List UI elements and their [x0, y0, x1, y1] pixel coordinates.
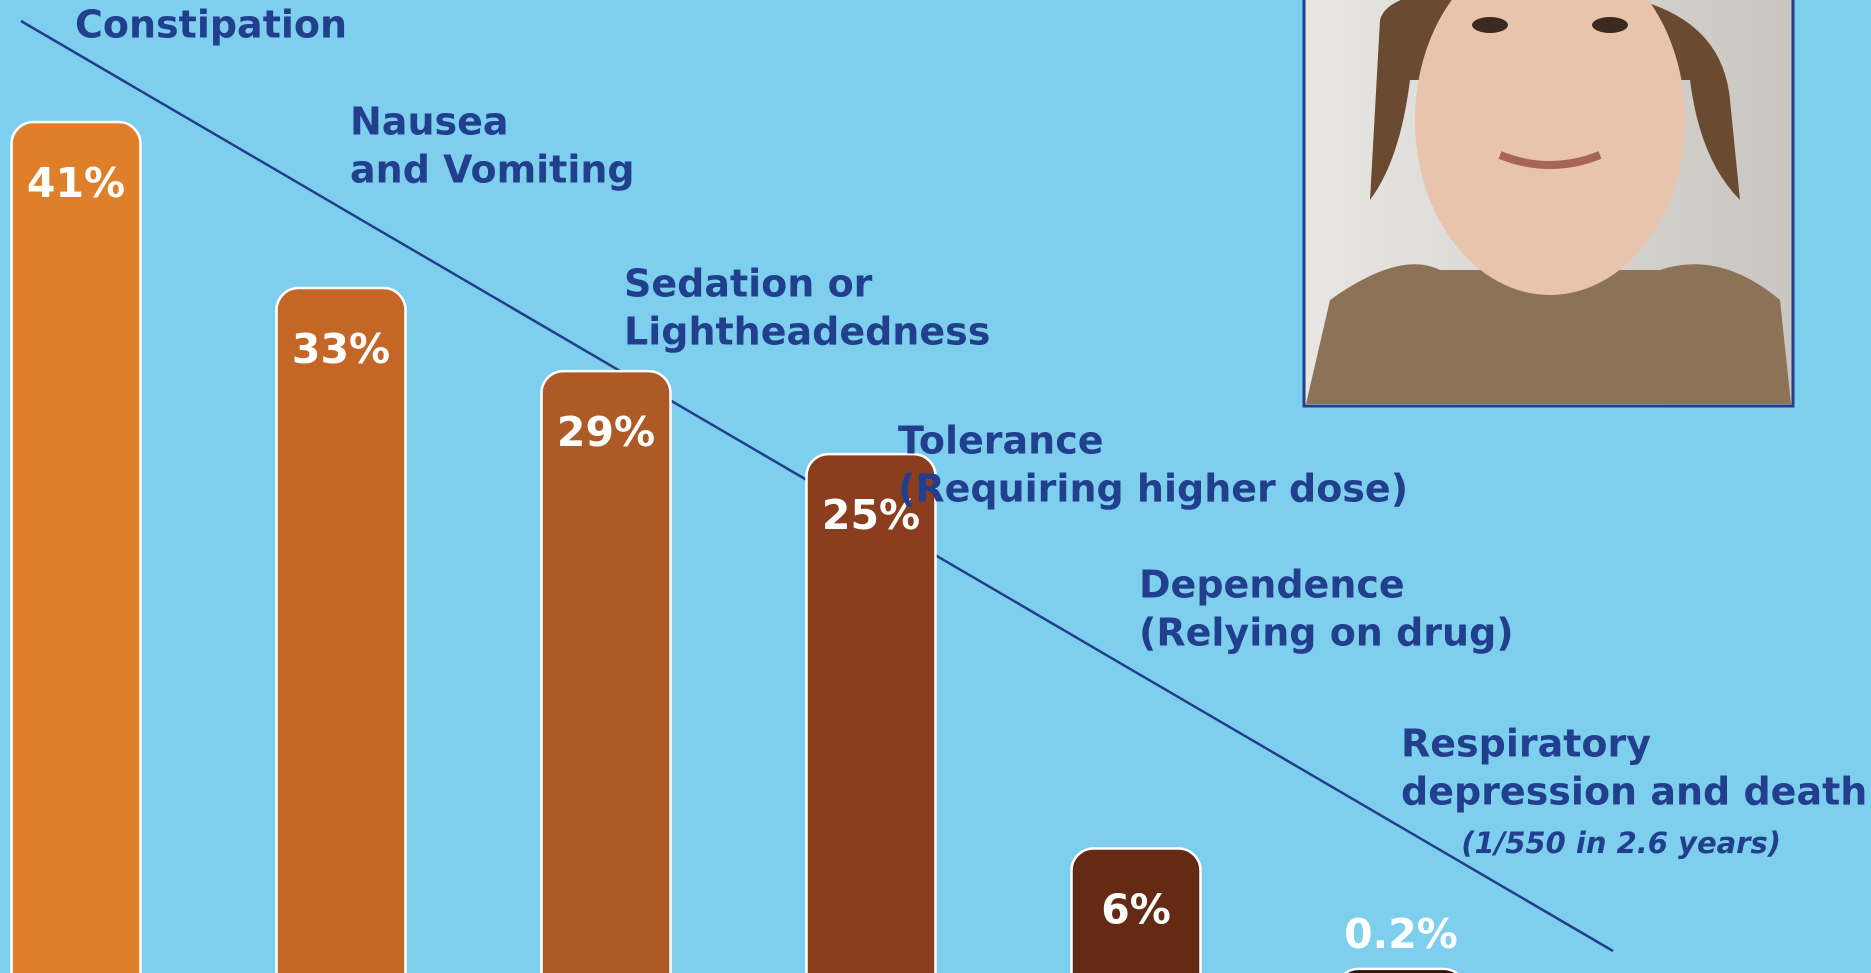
category-label: Tolerance — [898, 419, 1104, 463]
bar — [1337, 969, 1466, 973]
chart: 41% Constipation 33% Nauseaand Vomiting 29% S… — [0, 0, 1871, 973]
annotation: (1/550 in 2.6 years) — [1461, 826, 1781, 860]
category-label: Constipation — [75, 3, 347, 47]
category-label: and Vomiting — [350, 148, 635, 192]
page: 41% Constipation 33% Nauseaand Vomiting 29% S… — [0, 0, 1871, 973]
photo-eye — [1592, 17, 1628, 33]
category-label: Respiratory — [1401, 722, 1651, 766]
bar — [277, 288, 406, 973]
bar — [12, 122, 141, 973]
category-label: Dependence — [1139, 563, 1405, 607]
category-label: Nausea — [350, 100, 509, 144]
value-label: 29% — [557, 408, 655, 456]
bar — [542, 371, 671, 973]
photo-eye — [1472, 17, 1508, 33]
value-label: 0.2% — [1344, 910, 1458, 958]
photo — [1304, 0, 1793, 406]
category-label: (Relying on drug) — [1139, 611, 1514, 655]
value-label: 41% — [27, 159, 125, 207]
value-label: 33% — [292, 325, 390, 373]
value-label: 6% — [1101, 885, 1171, 933]
category-label: (Requiring higher dose) — [898, 467, 1408, 511]
category-label: Lightheadedness — [624, 310, 990, 354]
category-label: Sedation or — [624, 262, 873, 306]
category-label: depression and death — [1401, 770, 1867, 814]
